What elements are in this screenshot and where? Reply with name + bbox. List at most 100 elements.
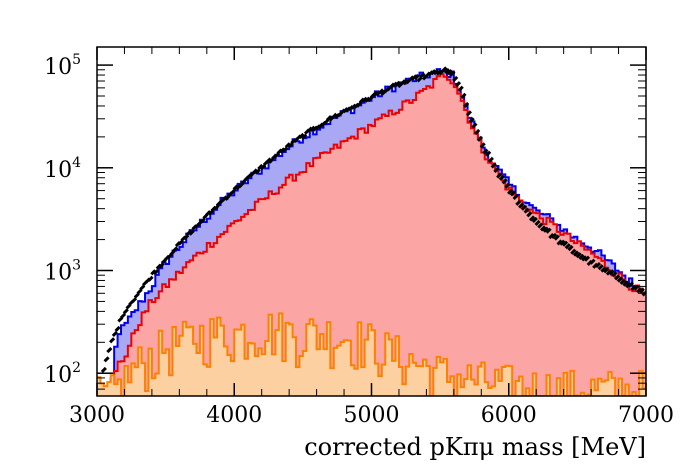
data-point (251, 168, 258, 175)
data-point (468, 117, 475, 124)
y-tick-label: 102 (44, 360, 81, 388)
data-point (331, 112, 338, 119)
data-point (309, 125, 316, 132)
data-point (523, 207, 530, 214)
data-point (616, 276, 623, 283)
data-point (638, 287, 645, 294)
data-point (630, 284, 637, 291)
data-point (150, 269, 157, 276)
data-point (471, 122, 478, 129)
series-layer (97, 66, 646, 396)
x-axis-title: corrected pKπμ mass [MeV] (304, 433, 646, 461)
series-1-outline (97, 73, 646, 396)
data-point (460, 92, 467, 99)
data-point (542, 226, 549, 233)
x-tick-label: 3000 (69, 403, 125, 428)
data-point (493, 166, 500, 174)
data-point (633, 284, 640, 291)
y-tick-label: 103 (44, 258, 81, 286)
data-point (452, 75, 459, 83)
data-point (177, 239, 184, 246)
data-point (611, 271, 618, 278)
data-points (100, 66, 646, 374)
x-tick-label: 5000 (344, 403, 400, 428)
data-point (284, 142, 291, 149)
data-point (213, 204, 220, 211)
data-point (443, 67, 451, 75)
data-point (589, 258, 596, 265)
data-point (608, 269, 615, 276)
data-point (103, 356, 110, 363)
data-point (435, 69, 442, 76)
data-point (106, 346, 113, 354)
data-point (627, 281, 634, 288)
data-point (479, 142, 486, 149)
data-point (553, 234, 560, 241)
data-point (625, 282, 632, 289)
data-point (301, 133, 308, 140)
data-point (545, 227, 552, 234)
data-point (548, 233, 555, 240)
x-tick-label: 6000 (481, 403, 537, 428)
data-point (185, 229, 193, 236)
data-point (482, 148, 489, 155)
data-point (199, 217, 206, 224)
data-point (537, 222, 544, 229)
data-point (232, 184, 239, 191)
data-point (515, 199, 522, 206)
data-point (147, 275, 154, 282)
data-point (457, 85, 464, 92)
data-point (614, 274, 621, 281)
data-point (158, 262, 165, 269)
data-point (183, 234, 190, 241)
data-point (594, 262, 602, 269)
data-point (229, 188, 236, 195)
data-point (564, 243, 571, 250)
data-point (600, 266, 607, 273)
data-point (578, 253, 585, 261)
data-point (619, 278, 626, 285)
data-point (133, 292, 140, 299)
data-point (474, 128, 481, 135)
data-point (413, 73, 420, 81)
data-point (501, 178, 508, 185)
data-point (400, 79, 407, 86)
data-point (603, 267, 610, 274)
data-point (120, 312, 127, 319)
data-point (152, 268, 160, 276)
data-point (394, 80, 401, 87)
y-tick-label: 105 (44, 52, 81, 80)
data-point (559, 239, 566, 246)
data-point (556, 239, 563, 246)
data-point (561, 240, 569, 247)
data-point (507, 188, 514, 195)
data-point (100, 366, 107, 374)
x-tick-label: 7000 (618, 403, 674, 428)
data-point (622, 280, 629, 287)
data-point (498, 174, 505, 181)
data-point (509, 190, 516, 197)
data-point (432, 69, 440, 76)
data-point (188, 229, 195, 236)
data-point (490, 162, 497, 169)
data-point (567, 245, 574, 252)
data-point (496, 172, 503, 179)
data-point (260, 164, 267, 171)
data-point (520, 204, 527, 211)
data-point (136, 288, 143, 295)
data-point (575, 252, 582, 259)
series-2-outline (97, 312, 646, 396)
data-point (325, 115, 333, 122)
data-point (454, 81, 462, 88)
data-point (512, 193, 519, 200)
data-point (122, 308, 129, 315)
data-point (281, 146, 289, 153)
data-point (529, 215, 536, 222)
data-point (172, 246, 179, 253)
data-point (221, 195, 228, 202)
data-point (463, 101, 470, 109)
data-point (526, 211, 533, 218)
x-tick-label: 4000 (206, 403, 262, 428)
data-point (287, 142, 294, 149)
